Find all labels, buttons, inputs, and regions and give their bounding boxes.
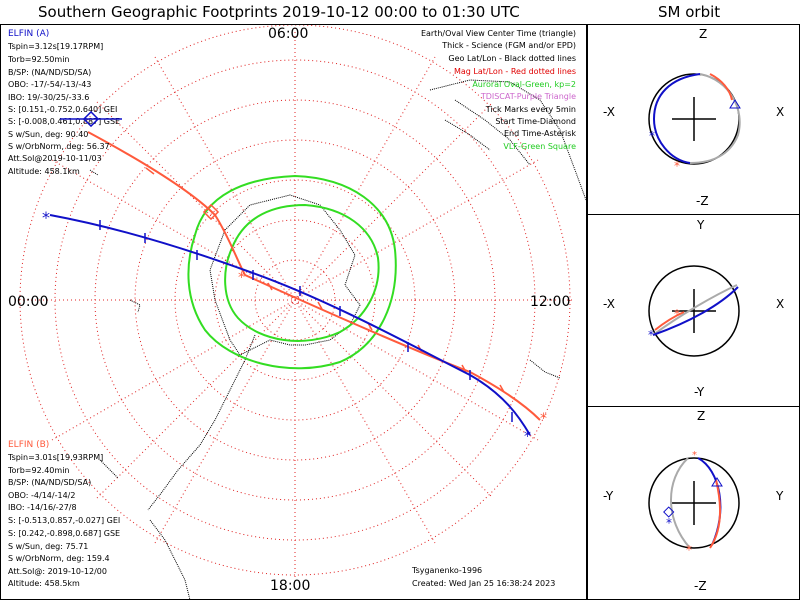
elfin-a-s-sun: S w/Sun, deg: 90.40	[8, 130, 88, 139]
legend: Earth/Oval View Center Time (triangle) T…	[421, 29, 576, 151]
elfin-a-obo: OBO: -17/-54/-13/-43	[8, 80, 91, 89]
elfin-b-s-orb: S w/OrbNorm, deg: 159.4	[8, 554, 110, 563]
p3-top-marker: *	[692, 450, 697, 461]
elfin-a-track: * *	[42, 208, 531, 445]
p1-bottom-label: -Z	[696, 194, 709, 208]
elfin-b-name: ELFIN (B)	[8, 440, 49, 450]
legend-line-4: Mag Lat/Lon - Red dotted lines	[454, 67, 576, 76]
orbit-panel-xz: Z -Z -X X * *	[603, 27, 784, 208]
legend-line-8: Start Time-Diamond	[495, 117, 576, 126]
elfin-b-tspin: Tspin=3.01s[19.93RPM]	[7, 453, 103, 462]
mag-grid	[15, 25, 575, 580]
elfin-a-s-orb: S w/OrbNorm, deg: 56.37	[8, 142, 110, 151]
p3-bottom-label: -Z	[694, 579, 707, 593]
p3-right-label: Y	[775, 489, 784, 503]
elfin-a-torb: Torb=92.50min	[7, 55, 69, 64]
elfin-a-ticks	[99, 220, 513, 422]
hour-label-bottom: 18:00	[270, 578, 310, 594]
p2-b-asterisk: *	[674, 307, 680, 321]
figure-title: Southern Geographic Footprints 2019-10-1…	[38, 3, 520, 21]
legend-line-7: Tick Marks every 5min	[485, 105, 576, 114]
elfin-a-name: ELFIN (A)	[8, 29, 49, 39]
elfin-b-mid-asterisk: *	[238, 270, 245, 286]
model-credit: Tsyganenko-1996	[411, 566, 482, 575]
p1-right-label: X	[776, 105, 784, 119]
p3-b-asterisk: *	[686, 543, 692, 557]
p3-top-label: Z	[697, 409, 705, 423]
created-timestamp: Created: Wed Jan 25 16:38:24 2023	[412, 579, 555, 588]
elfin-a-bsp: B/SP: (NA/ND/SD/SA)	[8, 68, 91, 77]
elfin-a-footprint-line	[49, 214, 531, 436]
elfin-b-track: * *	[87, 131, 547, 427]
auroral-oval	[187, 174, 397, 370]
p3-a-asterisk: *	[666, 516, 672, 530]
elfin-a-tspin: Tspin=3.12s[19.17RPM]	[7, 42, 103, 51]
p2-top-label: Y	[696, 218, 705, 232]
p2-right-label: X	[776, 297, 784, 311]
p1-triangle	[729, 99, 741, 109]
p2-a-asterisk: *	[648, 328, 654, 342]
legend-line-1: Earth/Oval View Center Time (triangle)	[421, 29, 576, 38]
elfin-a-start-asterisk: *	[42, 208, 50, 227]
legend-line-5: Auroral Oval-Green, kp=2	[472, 80, 576, 89]
legend-line-3: Geo Lat/Lon - Black dotted lines	[448, 54, 576, 63]
elfin-a-end-asterisk: *	[524, 429, 531, 445]
elfin-a-ibo: IBO: 19/-30/25/-33.6	[8, 93, 89, 102]
orbit-panel-yz: Z -Z -Y Y * * *	[603, 409, 784, 593]
polar-map: 06:00 00:00 12:00 18:00 * * * *	[8, 25, 586, 599]
legend-line-10: VLF-Green Square	[503, 142, 576, 151]
p2-left-label: -X	[603, 297, 615, 311]
p1-left-label: -X	[603, 105, 615, 119]
elfin-a-start-diamond	[82, 110, 100, 128]
hour-label-left: 00:00	[8, 294, 48, 310]
elfin-a-s-gse: S: [-0.008,0.461,0.887] GSE	[8, 117, 120, 126]
continent-outlines	[89, 79, 586, 599]
elfin-a-info: ELFIN (A) Tspin=3.12s[19.17RPM] Torb=92.…	[7, 29, 120, 176]
p3-diamond	[663, 506, 675, 518]
elfin-b-ibo: IBO: -14/16/-27/8	[8, 503, 77, 512]
elfin-a-attsol: Att.Sol@2019-10-11/03	[8, 154, 102, 163]
elfin-b-end-asterisk: *	[540, 411, 547, 427]
p1-end-asterisk: *	[649, 129, 655, 143]
credits: Tsyganenko-1996 Created: Wed Jan 25 16:3…	[411, 566, 555, 588]
legend-line-9: End Time-Asterisk	[504, 129, 576, 138]
elfin-b-bsp: B/SP: (NA/ND/SD/SA)	[8, 478, 91, 487]
elfin-b-s-sun: S w/Sun, deg: 75.71	[8, 542, 88, 551]
legend-line-2: Thick - Science (FGM and/or EPD)	[441, 41, 576, 50]
p3-triangle	[711, 477, 723, 487]
elfin-b-obo: OBO: -4/14/-14/2	[8, 491, 75, 500]
elfin-b-start-diamond	[202, 203, 220, 221]
elfin-b-s-gse: S: [0.242,-0.898,0.687] GSE	[8, 529, 120, 538]
sm-orbit-title: SM orbit	[658, 3, 720, 21]
elfin-b-footprint-line	[87, 131, 541, 421]
p3-left-label: -Y	[603, 489, 614, 503]
p2-bottom-label: -Y	[694, 385, 705, 399]
hour-label-top: 06:00	[268, 26, 308, 42]
elfin-a-altitude: Altitude: 458.1km	[8, 167, 80, 176]
elfin-b-torb: Torb=92.40min	[7, 466, 69, 475]
p1-top-label: Z	[699, 27, 707, 41]
orbit-panel-xy: Y -Y -X X * *	[603, 218, 784, 399]
hour-label-right: 12:00	[530, 294, 570, 310]
elfin-b-altitude: Altitude: 458.5km	[8, 579, 80, 588]
p1-b-asterisk: *	[674, 159, 680, 173]
legend-line-6: TDISCAT-Purple Triangle	[480, 92, 576, 101]
elfin-b-s-gei: S: [-0.513,0.857,-0.027] GEI	[8, 516, 120, 525]
elfin-b-info: ELFIN (B) Tspin=3.01s[19.93RPM] Torb=92.…	[7, 440, 120, 588]
elfin-a-s-gei: S: [0.151,-0.752,0.640] GEI	[8, 105, 117, 114]
elfin-b-ticks	[145, 167, 505, 393]
elfin-b-attsol: Att.Sol@: 2019-10-12/00	[8, 567, 107, 576]
